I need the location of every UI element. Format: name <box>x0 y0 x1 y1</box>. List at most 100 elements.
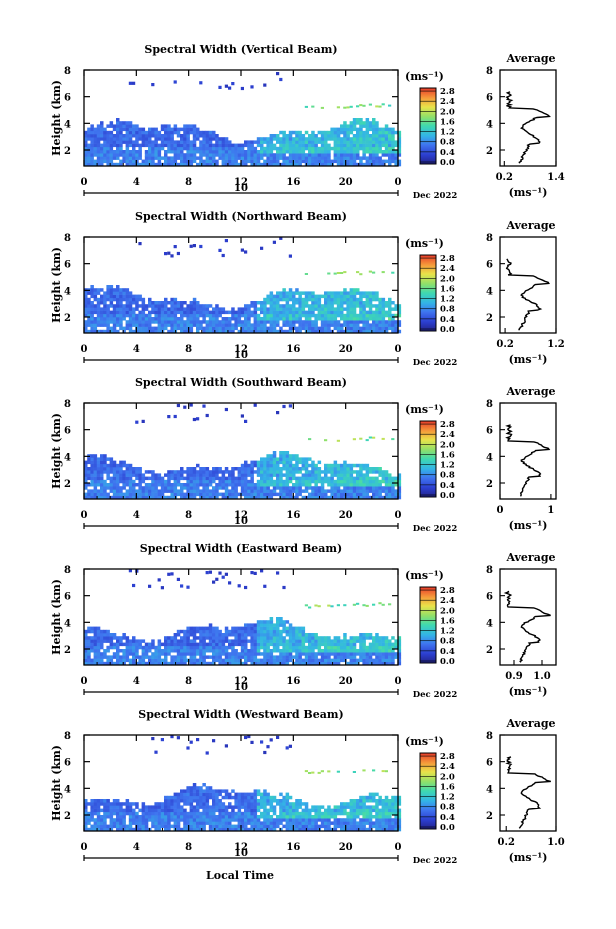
heatmap-cell <box>93 811 98 816</box>
colorbar-tick-label: 2.4 <box>440 97 455 107</box>
heatmap-cell <box>288 639 293 643</box>
heatmap-cell <box>154 317 158 321</box>
heatmap-cell <box>250 629 254 634</box>
heatmap-cell <box>205 789 210 793</box>
heatmap-cell <box>215 320 219 324</box>
heatmap-cell <box>362 146 366 151</box>
heatmap-cell <box>100 799 104 803</box>
heatmap-cell <box>372 159 376 164</box>
heatmap-cell <box>359 476 363 481</box>
heatmap-cell <box>183 130 187 135</box>
heatmap-cell <box>173 307 178 311</box>
heatmap-cell <box>375 156 379 160</box>
heatmap-cell <box>186 470 190 474</box>
heatmap-cell <box>272 655 277 659</box>
heatmap-cell <box>205 795 210 800</box>
heatmap-cell <box>288 467 293 471</box>
heatmap-cell <box>285 649 290 653</box>
heatmap-cell <box>106 463 110 468</box>
heatmap-cell <box>103 802 107 806</box>
heatmap-cell <box>285 454 290 458</box>
heatmap-cell <box>109 639 114 643</box>
heatmap-cell <box>266 156 270 160</box>
heatmap-cell <box>256 320 261 324</box>
heatmap-cell <box>279 304 283 308</box>
heatmap-cell <box>365 661 370 666</box>
heatmap-cell <box>173 414 177 419</box>
heatmap-cell <box>109 479 114 484</box>
heatmap-cell <box>208 492 213 497</box>
heatmap-cell <box>199 658 203 663</box>
heatmap-cell <box>116 811 120 816</box>
heatmap-cell <box>87 317 91 321</box>
heatmap-cell <box>276 291 280 295</box>
heatmap-cell <box>272 623 277 627</box>
heatmap-cell <box>308 655 312 659</box>
heatmap-cell <box>212 805 216 809</box>
heatmap-cell <box>199 626 203 631</box>
heatmap-cell <box>128 81 132 85</box>
heatmap-cell <box>336 329 341 334</box>
heatmap-cell <box>100 476 104 481</box>
heatmap-cell <box>388 162 392 167</box>
heatmap-cell <box>173 492 178 497</box>
heatmap-cell <box>333 639 338 643</box>
heatmap-cell <box>215 789 219 793</box>
heatmap-cell <box>378 307 382 311</box>
heatmap-cell <box>100 323 104 327</box>
heatmap-cell <box>327 159 331 164</box>
heatmap-cell <box>132 636 136 640</box>
heatmap-cell <box>372 642 376 647</box>
heatmap-cell <box>100 294 104 299</box>
heatmap-cell <box>375 127 379 132</box>
heatmap-cell <box>93 467 98 471</box>
heatmap-cell <box>157 492 162 497</box>
heatmap-cell <box>183 661 187 666</box>
heatmap-cell <box>272 629 277 634</box>
heatmap-cell <box>394 320 398 324</box>
heatmap-cell <box>103 489 107 493</box>
heatmap-cell <box>231 795 235 800</box>
heatmap-cell <box>176 824 181 829</box>
heatmap-cell <box>343 291 347 295</box>
heatmap-cell <box>365 323 370 327</box>
heatmap-cell <box>154 140 158 144</box>
heatmap-cell <box>282 629 286 634</box>
heatmap-cell <box>132 818 136 822</box>
heatmap-cell <box>253 489 258 493</box>
heatmap-cell <box>221 815 226 819</box>
heatmap-cell <box>365 130 370 135</box>
heatmap-cell <box>205 159 210 164</box>
heatmap-cell <box>362 467 366 471</box>
heatmap-cell <box>128 652 133 656</box>
heatmap-cell <box>244 658 248 663</box>
heatmap-cell <box>260 479 264 484</box>
heatmap-cell <box>301 313 306 318</box>
heatmap-cell <box>224 655 229 659</box>
heatmap-cell <box>359 326 363 331</box>
heatmap-cell <box>263 658 267 663</box>
heatmap-cell <box>202 313 206 318</box>
heatmap-cell <box>212 636 216 640</box>
heatmap-cell <box>173 639 178 643</box>
heatmap-cell <box>282 467 286 471</box>
heatmap-cell <box>164 310 168 315</box>
heatmap-cell <box>112 818 117 822</box>
heatmap-cell <box>100 329 104 334</box>
heatmap-cell <box>292 307 296 311</box>
heatmap-cell <box>106 130 110 135</box>
heatmap-cell <box>199 476 203 481</box>
heatmap-cell <box>256 153 261 157</box>
heatmap-cell <box>256 156 261 160</box>
heatmap-cell <box>388 642 392 647</box>
heatmap-cell <box>352 642 357 647</box>
heatmap-cell <box>256 473 261 477</box>
heatmap-cell <box>266 159 270 164</box>
heatmap-cell <box>295 162 299 167</box>
heatmap-cell <box>135 655 139 659</box>
heatmap-cell <box>288 317 293 321</box>
profile-x-tick-label: 0.9 <box>505 671 522 682</box>
heatmap-cell <box>266 294 270 299</box>
heatmap-cell <box>189 645 194 650</box>
